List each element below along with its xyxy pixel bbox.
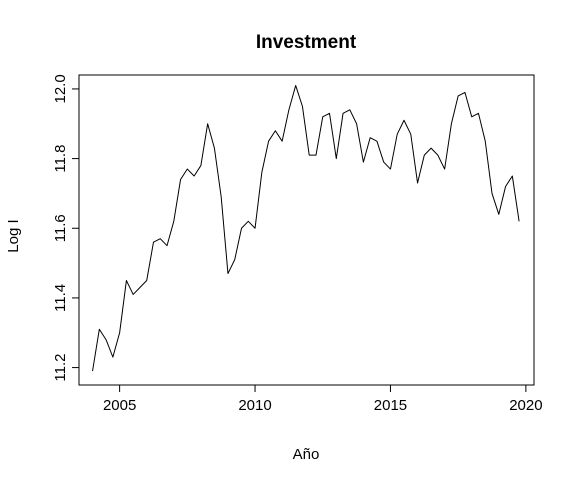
data-point	[145, 279, 148, 282]
data-point	[199, 164, 202, 167]
data-point	[477, 112, 480, 115]
data-point	[470, 115, 473, 118]
data-point	[504, 185, 507, 188]
data-point	[254, 227, 257, 230]
data-point	[274, 129, 277, 132]
data-point	[491, 192, 494, 195]
data-point	[518, 220, 521, 223]
data-point	[497, 213, 500, 216]
y-tick-label: 12.0	[52, 74, 69, 103]
data-point	[287, 108, 290, 111]
data-point	[403, 119, 406, 122]
data-point	[416, 181, 419, 184]
data-point	[484, 140, 487, 143]
plot-area-frame	[78, 74, 535, 386]
data-point	[457, 94, 460, 97]
y-axis: 11.2 11.4 11.6 11.8 12.0	[52, 74, 80, 382]
data-point	[281, 140, 284, 143]
series-line	[92, 84, 520, 372]
data-point	[369, 136, 372, 139]
x-tick-label: 2005	[103, 397, 136, 414]
data-point	[111, 356, 114, 359]
data-point	[193, 175, 196, 178]
data-point	[443, 168, 446, 171]
data-point	[321, 115, 324, 118]
data-point	[314, 154, 317, 157]
x-axis-label: Año	[293, 446, 320, 463]
data-point	[450, 122, 453, 125]
data-point	[342, 112, 345, 115]
x-tick-label: 2015	[374, 397, 407, 414]
data-point	[105, 338, 108, 341]
data-point	[91, 370, 94, 373]
data-point	[382, 161, 385, 164]
data-point	[335, 157, 338, 160]
data-point	[206, 122, 209, 125]
data-point	[166, 244, 169, 247]
data-point	[98, 328, 101, 331]
data-point	[179, 178, 182, 181]
data-point	[430, 147, 433, 150]
data-point	[226, 272, 229, 275]
data-point	[132, 293, 135, 296]
data-point	[511, 175, 514, 178]
data-point	[328, 112, 331, 115]
x-tick-label: 2020	[509, 397, 542, 414]
data-point	[233, 258, 236, 261]
data-point	[240, 227, 243, 230]
data-point	[152, 241, 155, 244]
y-tick-label: 11.4	[52, 284, 69, 312]
data-point	[294, 84, 297, 87]
data-point	[423, 154, 426, 157]
data-point	[213, 147, 216, 150]
y-tick-label: 11.2	[52, 354, 69, 382]
data-point	[409, 133, 412, 136]
data-point	[355, 122, 358, 125]
data-point	[362, 161, 365, 164]
data-point	[220, 195, 223, 198]
data-point	[301, 105, 304, 108]
y-axis-label: Log I	[5, 219, 22, 252]
y-tick-label: 11.8	[52, 145, 69, 173]
x-axis: 2005 2010 2015 2020	[103, 384, 543, 414]
data-point	[118, 331, 121, 334]
data-point	[125, 279, 128, 282]
chart-title: Investment	[256, 32, 357, 53]
data-point	[172, 220, 175, 223]
data-point	[375, 140, 378, 143]
data-point	[436, 154, 439, 157]
data-point	[138, 286, 141, 289]
data-point	[396, 133, 399, 136]
y-tick-label: 11.6	[52, 214, 69, 242]
series-layer	[91, 84, 521, 373]
data-point	[260, 171, 263, 174]
data-point	[389, 168, 392, 171]
data-point	[186, 168, 189, 171]
data-point	[267, 140, 270, 143]
data-point	[348, 108, 351, 111]
x-tick-label: 2010	[238, 397, 271, 414]
data-point	[463, 91, 466, 94]
data-point	[247, 220, 250, 223]
data-point	[308, 154, 311, 157]
data-point	[159, 237, 162, 240]
